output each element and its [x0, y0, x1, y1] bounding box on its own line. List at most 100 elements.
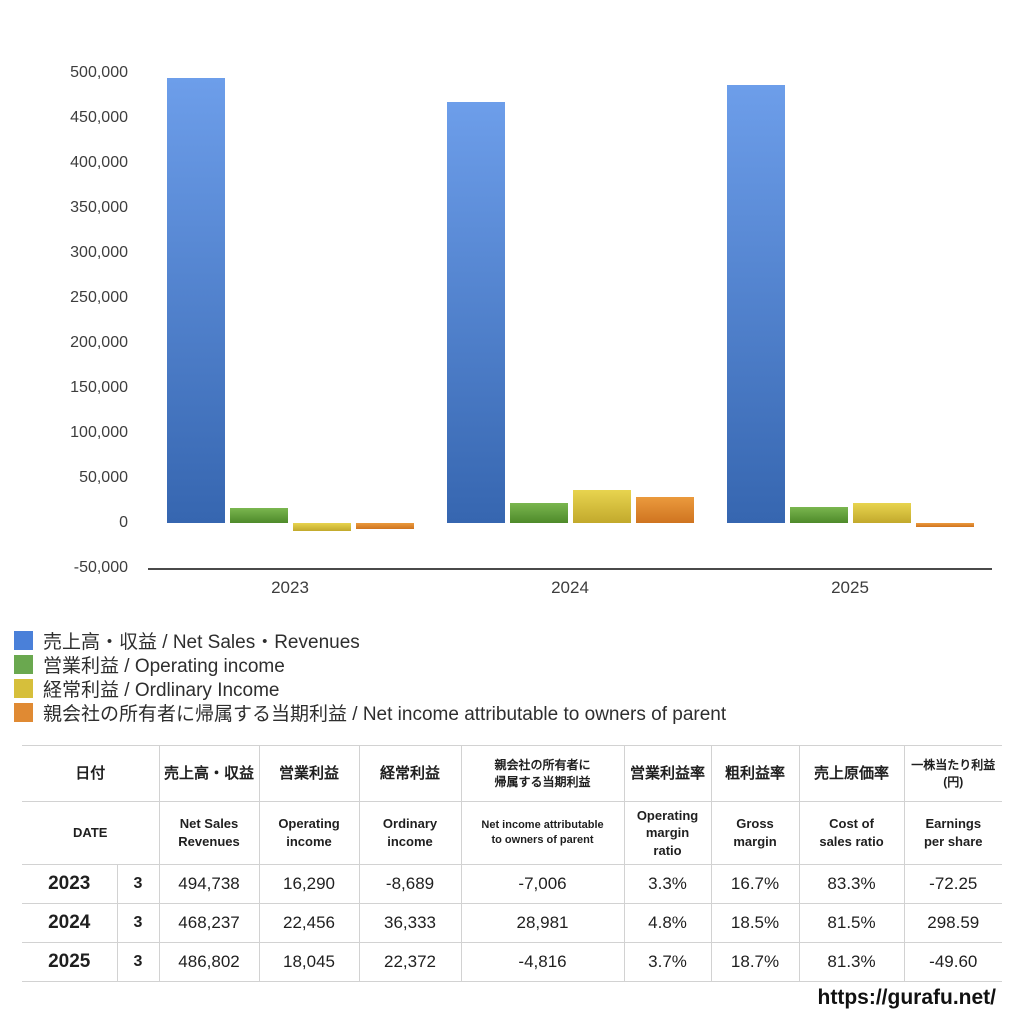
bar-net-income-owners-of-parent-2025	[915, 523, 974, 528]
table-cell-value: -7,006	[460, 864, 625, 904]
y-axis-label: 150,000	[70, 379, 128, 396]
table-header-cell: 営業利益率	[623, 745, 712, 802]
x-axis: 2023 2024 2025	[150, 578, 990, 602]
legend-label: 営業利益 / Operating income	[43, 655, 285, 677]
table-cell-value: -72.25	[903, 864, 1003, 904]
table-header-cell: DATE	[22, 801, 160, 865]
table-cell-value: 18.5%	[710, 903, 800, 943]
site-url: https://gurafu.net/	[817, 986, 996, 1009]
table-cell-value: 28,981	[460, 903, 625, 943]
table-cell-value: 36,333	[358, 903, 462, 943]
bar-ordinary-income-2025	[852, 502, 911, 523]
table-header-cell: Gross margin	[710, 801, 800, 865]
y-axis-label: -50,000	[73, 559, 128, 576]
table-cell-value: 16.7%	[710, 864, 800, 904]
bar-operating-income-2024	[509, 502, 568, 523]
legend-item-operating-income: 営業利益 / Operating income	[14, 652, 726, 677]
table-header-cell: Operating income	[258, 801, 360, 865]
table-header-cell: 営業利益	[258, 745, 360, 802]
y-axis-label: 450,000	[70, 109, 128, 126]
table-row: 2024 3 468,237 22,456 36,333 28,981 4.8% 18.5% 8…	[22, 903, 1003, 943]
legend-swatch-net-income-owners-of-parent	[14, 702, 33, 722]
table-cell-value: 16,290	[258, 864, 360, 904]
table-header-cell: Earnings per share	[903, 801, 1003, 865]
y-axis-label: 500,000	[70, 64, 128, 81]
legend-label: 経常利益 / Ordlinary Income	[43, 679, 280, 701]
table-cell-value: 18.7%	[710, 942, 800, 982]
bar-net-income-owners-of-parent-2024	[635, 496, 694, 523]
table-header-cell: Cost of sales ratio	[798, 801, 905, 865]
table-cell-month: 3	[116, 864, 160, 904]
table-header-cell: Net Sales Revenues	[158, 801, 260, 865]
table-cell-value: 486,802	[158, 942, 260, 982]
table-cell-value: -49.60	[903, 942, 1003, 982]
financial-table: 日付 売上高・収益 営業利益 経常利益 親会社の所有者に 帰属する当期利益 営業利益率 粗利…	[22, 745, 1003, 982]
table-header-row: DATE Net Sales Revenues Operating income Or…	[22, 801, 1003, 865]
bar-ordinary-income-2023	[292, 523, 351, 531]
legend-item-net-sales-revenues: 売上高・収益 / Net Sales・Revenues	[14, 628, 726, 653]
x-axis-line	[148, 568, 992, 570]
bar-operating-income-2023	[229, 508, 288, 523]
table-cell-value: 468,237	[158, 903, 260, 943]
bar-net-sales-revenues-2024	[446, 101, 505, 523]
table-header-cell: 経常利益	[358, 745, 462, 802]
legend-label: 売上高・収益 / Net Sales・Revenues	[43, 631, 360, 653]
table-header-cell: 売上高・収益	[158, 745, 260, 802]
table-header-cell: 一株当たり利益 (円)	[903, 745, 1003, 802]
legend-label: 親会社の所有者に帰属する当期利益 / Net income attributab…	[43, 703, 727, 725]
table-cell-value: 81.5%	[798, 903, 905, 943]
table-header-cell: Ordinary income	[358, 801, 462, 865]
legend-swatch-ordinary-income	[14, 678, 33, 698]
x-axis-label: 2024	[551, 578, 589, 597]
table-cell-value: 3.3%	[623, 864, 712, 904]
table-cell-value: -8,689	[358, 864, 462, 904]
bar-net-sales-revenues-2023	[166, 77, 225, 523]
y-axis-label: 50,000	[79, 469, 128, 486]
table-header-cell: 親会社の所有者に 帰属する当期利益	[460, 745, 625, 802]
bar-net-income-owners-of-parent-2023	[355, 523, 414, 530]
y-axis-label: 0	[119, 514, 128, 531]
table-header-cell: Operating margin ratio	[623, 801, 712, 865]
table-cell-value: 81.3%	[798, 942, 905, 982]
bar-ordinary-income-2024	[572, 490, 631, 523]
y-axis-label: 300,000	[70, 244, 128, 261]
table-row: 2023 3 494,738 16,290 -8,689 -7,006 3.3% 16.7% 8…	[22, 864, 1003, 904]
y-axis-label: 350,000	[70, 199, 128, 216]
legend-swatch-operating-income	[14, 654, 33, 674]
plot-area	[150, 73, 990, 568]
table-cell-value: 18,045	[258, 942, 360, 982]
table-cell-year: 2023	[22, 864, 118, 904]
legend: 売上高・収益 / Net Sales・Revenues 営業利益 / Operat…	[14, 628, 727, 725]
table-header-cell: 売上原価率	[798, 745, 905, 802]
table-row: 2025 3 486,802 18,045 22,372 -4,816 3.7% 18.7% 8…	[22, 942, 1003, 982]
table-cell-value: 494,738	[158, 864, 260, 904]
table-header-row: 日付 売上高・収益 営業利益 経常利益 親会社の所有者に 帰属する当期利益 営業利益率 粗利…	[22, 745, 1003, 802]
y-axis-label: 200,000	[70, 334, 128, 351]
y-axis-label: 400,000	[70, 154, 128, 171]
table-cell-value: 3.7%	[623, 942, 712, 982]
table-cell-year: 2025	[22, 942, 118, 982]
table-header-cell: 日付	[22, 745, 160, 802]
table-cell-month: 3	[116, 942, 160, 982]
x-axis-label: 2025	[831, 578, 869, 597]
table-cell-value: 83.3%	[798, 864, 905, 904]
table-cell-value: 4.8%	[623, 903, 712, 943]
table-cell-value: 22,456	[258, 903, 360, 943]
y-axis-label: 100,000	[70, 424, 128, 441]
table-header-cell: 粗利益率	[710, 745, 800, 802]
legend-swatch-net-sales-revenues	[14, 630, 33, 650]
legend-item-ordinary-income: 経常利益 / Ordlinary Income	[14, 676, 726, 701]
y-axis: 500,000 450,000 400,000 350,000 300,000 250,0…	[0, 64, 138, 576]
table-cell-value: 298.59	[903, 903, 1003, 943]
table-cell-value: 22,372	[358, 942, 462, 982]
bar-net-sales-revenues-2025	[726, 84, 785, 523]
x-axis-label: 2023	[271, 578, 309, 597]
y-axis-label: 250,000	[70, 289, 128, 306]
table-cell-value: -4,816	[460, 942, 625, 982]
legend-item-net-income-owners-of-parent: 親会社の所有者に帰属する当期利益 / Net income attributab…	[14, 700, 727, 725]
table-header-cell: Net income attributable to owners of par…	[460, 801, 625, 865]
table-cell-year: 2024	[22, 903, 118, 943]
bar-operating-income-2025	[789, 506, 848, 523]
table-cell-month: 3	[116, 903, 160, 943]
